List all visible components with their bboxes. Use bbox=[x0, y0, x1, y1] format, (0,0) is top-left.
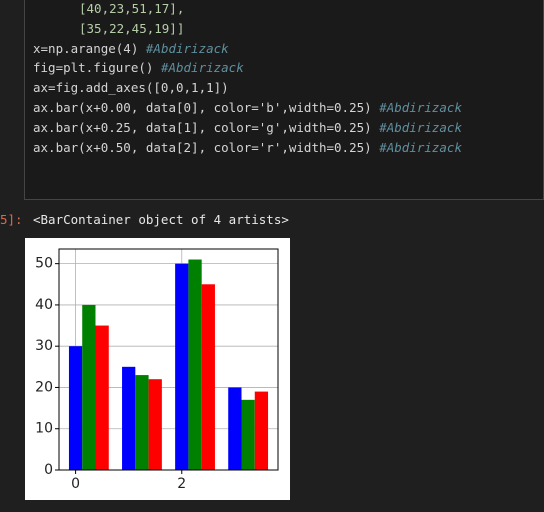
bar bbox=[241, 399, 255, 470]
y-tick-label: 0 bbox=[44, 462, 53, 478]
code: fig=plt.figure() bbox=[33, 60, 161, 76]
code-cell[interactable]: [40,23,51,17], [35,22,45,19]] x=np.arange(… bbox=[24, 0, 544, 200]
x-tick-label: 2 bbox=[177, 476, 186, 492]
bar bbox=[82, 304, 96, 470]
code-line: ax=fig.add_axes([0,0,1,1]) bbox=[33, 78, 229, 98]
bar bbox=[148, 379, 162, 470]
bar bbox=[175, 263, 189, 470]
code-line: x=np.arange(4) #Abdirizack bbox=[33, 39, 229, 59]
plot-frame bbox=[58, 248, 279, 471]
chart: 0 10 20 30 40 50 0 2 bbox=[25, 238, 290, 500]
code-line: ax.bar(x+0.50, data[2], color='r',width=… bbox=[33, 138, 462, 158]
code: x=np.arange(4) bbox=[33, 40, 146, 56]
comment: #Abdirizack bbox=[379, 100, 462, 115]
output-prompt: 5]: bbox=[0, 212, 23, 227]
y-tick-label: 30 bbox=[35, 338, 53, 354]
code-line: ax.bar(x+0.25, data[1], color='g',width=… bbox=[33, 118, 462, 138]
bar bbox=[254, 391, 269, 470]
code: ax=fig.add_axes([0,0,1,1]) bbox=[33, 80, 229, 96]
code: ax.bar(x+0.25, data[1], color='g',width=… bbox=[33, 119, 380, 135]
x-tick-label: 0 bbox=[71, 476, 80, 492]
bar bbox=[228, 387, 242, 470]
y-tick-label: 20 bbox=[35, 379, 53, 395]
code: [40,23,51,17], bbox=[79, 1, 185, 16]
code: ax.bar(x+0.00, data[0], color='b',width=… bbox=[33, 100, 380, 115]
bar bbox=[188, 259, 202, 470]
bar bbox=[68, 346, 83, 470]
bar bbox=[122, 366, 136, 470]
comment: #Abdirizack bbox=[379, 139, 462, 155]
y-tick-label: 10 bbox=[35, 421, 53, 437]
comment: #Abdirizack bbox=[379, 119, 462, 135]
code-line: ax.bar(x+0.00, data[0], color='b',width=… bbox=[33, 98, 462, 118]
code-line: [35,22,45,19]] bbox=[79, 19, 184, 39]
comment: #Abdirizack bbox=[160, 60, 244, 76]
bar bbox=[201, 284, 215, 470]
bar bbox=[95, 325, 109, 470]
code-line: fig=plt.figure() #Abdirizack bbox=[33, 58, 244, 78]
y-tick-label: 40 bbox=[35, 297, 53, 313]
output-text: <BarContainer object of 4 artists> bbox=[33, 212, 289, 227]
code: [35,22,45,19]] bbox=[79, 20, 185, 36]
code-line: [40,23,51,17], bbox=[79, 0, 184, 19]
y-tick-label: 50 bbox=[35, 256, 53, 272]
code: ax.bar(x+0.50, data[2], color='r',width=… bbox=[33, 139, 380, 155]
comment: #Abdirizack bbox=[145, 40, 229, 56]
bar bbox=[135, 375, 149, 470]
